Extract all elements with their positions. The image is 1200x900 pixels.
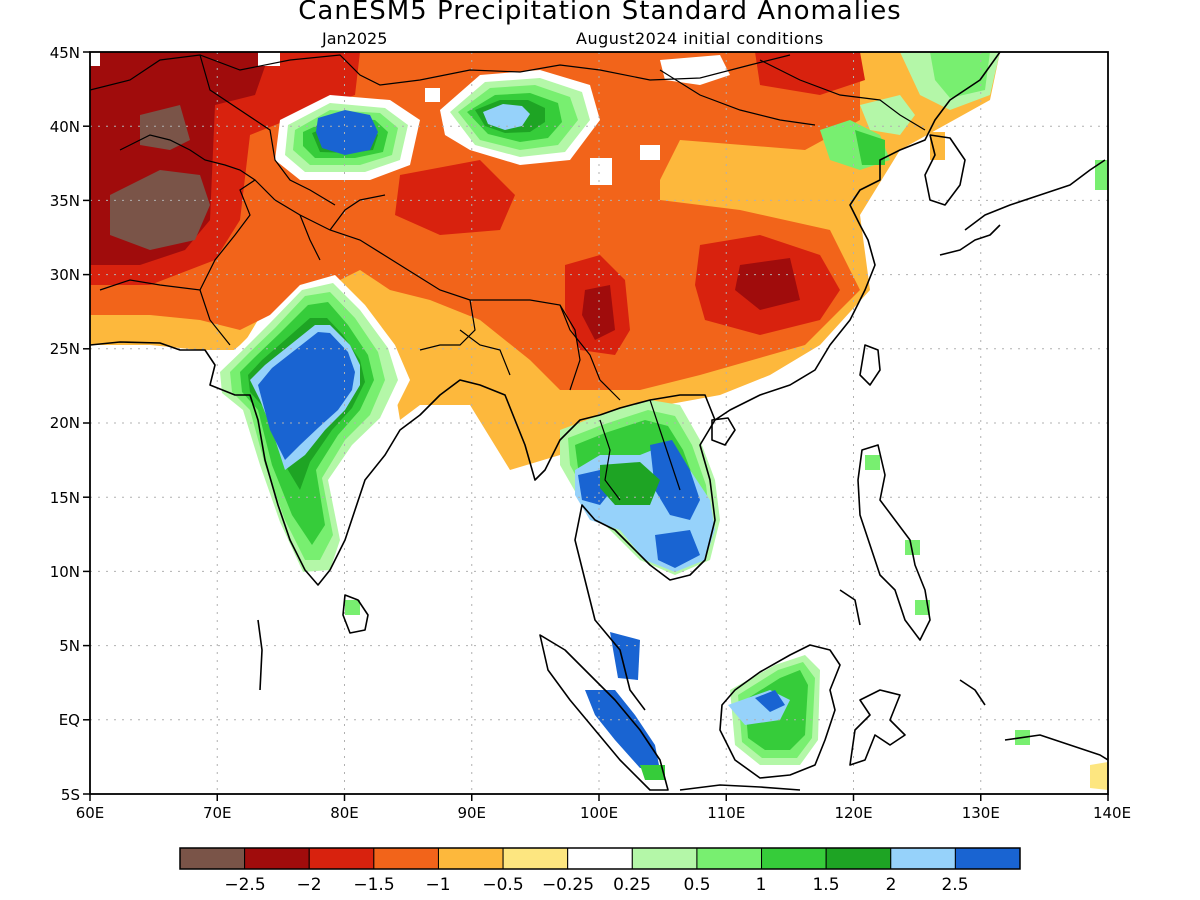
colorbar: −2.5 −2 −1.5 −1 −0.5 −0.25 0.25 0.5 1 1.… bbox=[179, 847, 1021, 895]
lat-tick-label: 20N bbox=[50, 414, 80, 432]
lat-tick-label: 5S bbox=[61, 786, 80, 804]
lat-tick-label: 15N bbox=[50, 489, 80, 507]
lon-tick-labels: 60E 70E 80E 90E 100E 110E 120E 130E 140E bbox=[76, 804, 1131, 822]
colorbar-label: −2 bbox=[296, 875, 321, 895]
colorbar-label: −0.25 bbox=[542, 875, 594, 895]
lat-tick-label: 5N bbox=[59, 637, 80, 655]
colorbar-swatch bbox=[761, 847, 827, 870]
colorbar-swatch bbox=[567, 847, 633, 870]
colorbar-label: 0.5 bbox=[683, 875, 710, 895]
colorbar-swatch bbox=[631, 847, 698, 870]
colorbar-label: −1 bbox=[425, 875, 450, 895]
lat-tick-label: 45N bbox=[50, 44, 80, 62]
colorbar-swatches bbox=[179, 847, 1021, 870]
country-borders bbox=[90, 54, 926, 501]
colorbar-label: −0.5 bbox=[482, 875, 523, 895]
colorbar-label: 1.5 bbox=[812, 875, 839, 895]
colorbar-swatch bbox=[696, 847, 763, 870]
lon-tick-label: 110E bbox=[707, 804, 745, 822]
lon-tick-label: 130E bbox=[962, 804, 1000, 822]
colorbar-swatch bbox=[308, 847, 375, 870]
colorbar-label: 0.25 bbox=[613, 875, 651, 895]
colorbar-swatch bbox=[825, 847, 892, 870]
colorbar-frame bbox=[179, 847, 1021, 870]
lon-tick-label: 90E bbox=[457, 804, 486, 822]
colorbar-label: 1 bbox=[756, 875, 767, 895]
colorbar-swatch bbox=[179, 847, 246, 870]
lat-tick-label: 40N bbox=[50, 118, 80, 136]
colorbar-label: 2 bbox=[886, 875, 897, 895]
lat-tick-label: EQ bbox=[59, 711, 80, 729]
gridlines bbox=[90, 52, 1108, 794]
tick-marks bbox=[83, 51, 1109, 801]
colorbar-label: 2.5 bbox=[941, 875, 968, 895]
lon-tick-label: 70E bbox=[203, 804, 232, 822]
lon-tick-label: 60E bbox=[76, 804, 105, 822]
colorbar-labels: −2.5 −2 −1.5 −1 −0.5 −0.25 0.25 0.5 1 1.… bbox=[224, 875, 968, 895]
coastlines bbox=[90, 52, 1108, 791]
lat-tick-label: 35N bbox=[50, 192, 80, 210]
lon-tick-label: 100E bbox=[580, 804, 618, 822]
initial-conditions-label: August2024 initial conditions bbox=[576, 29, 824, 48]
colorbar-swatch bbox=[954, 847, 1021, 870]
anomaly-fields bbox=[90, 52, 1108, 790]
colorbar-label: −2.5 bbox=[224, 875, 265, 895]
lat-tick-label: 10N bbox=[50, 563, 80, 581]
lat-tick-labels: 45N 40N 35N 30N 25N 20N 15N 10N 5N EQ 5S bbox=[50, 44, 80, 804]
lon-tick-label: 140E bbox=[1093, 804, 1131, 822]
lon-tick-label: 120E bbox=[834, 804, 872, 822]
colorbar-label: −1.5 bbox=[353, 875, 394, 895]
lon-tick-label: 80E bbox=[330, 804, 359, 822]
lat-tick-label: 25N bbox=[50, 340, 80, 358]
colorbar-swatch bbox=[502, 847, 569, 870]
colorbar-swatch bbox=[890, 847, 956, 870]
forecast-month: Jan2025 bbox=[322, 29, 388, 48]
colorbar-swatch bbox=[244, 847, 310, 870]
chart-title: CanESM5 Precipitation Standard Anomalies bbox=[298, 0, 902, 26]
lat-tick-label: 30N bbox=[50, 266, 80, 284]
colorbar-swatch bbox=[437, 847, 504, 870]
colorbar-swatch bbox=[373, 847, 439, 870]
